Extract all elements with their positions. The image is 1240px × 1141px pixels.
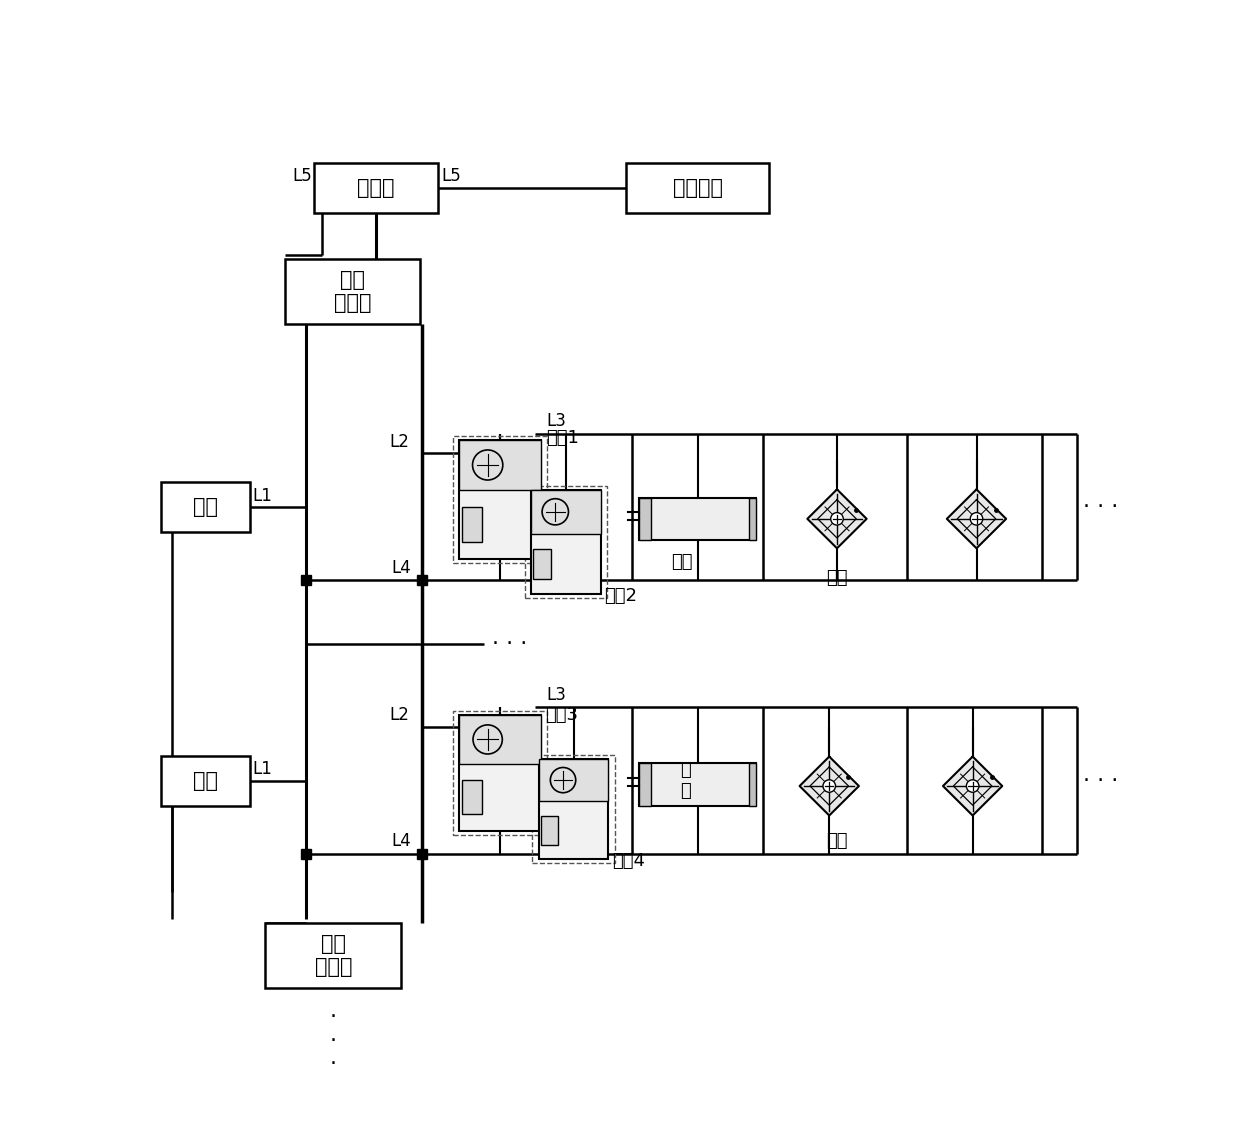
Text: L5: L5 [441,168,461,186]
Text: 外机3: 外机3 [544,706,578,725]
Text: 外机1: 外机1 [547,429,579,447]
Bar [314,163,438,212]
Text: L1: L1 [252,487,272,505]
Bar [285,259,420,324]
Circle shape [831,512,843,525]
Circle shape [823,779,836,792]
Bar [640,763,651,806]
Bar [532,755,615,863]
Text: L3: L3 [547,686,567,704]
Text: L2: L2 [389,706,409,725]
Text: L3: L3 [547,412,567,430]
Text: L4: L4 [392,832,412,850]
Bar [459,440,541,559]
Polygon shape [947,489,1006,549]
Bar [749,497,755,540]
Text: 计费
控制器: 计费 控制器 [315,933,352,977]
Polygon shape [807,489,867,549]
Bar [161,755,250,806]
Bar [538,759,609,859]
Text: L5: L5 [293,168,312,186]
Bar [640,497,651,540]
Text: · · ·: · · · [1084,770,1118,791]
Bar [459,440,541,489]
Bar [640,763,755,806]
Polygon shape [942,756,1002,816]
Bar [749,763,755,806]
Bar [525,486,606,598]
Bar [626,163,769,212]
Bar [453,711,547,834]
Text: 服务器: 服务器 [357,178,394,197]
Text: · · ·: · · · [492,634,527,654]
Text: · · ·: · · · [1084,497,1118,517]
Text: 用户终端: 用户终端 [672,178,723,197]
Bar [459,715,541,763]
Text: L2: L2 [389,434,409,451]
Text: ·
·
·: · · · [330,1008,337,1074]
Text: 内机: 内机 [826,832,848,850]
Bar [541,816,558,844]
Text: 内机: 内机 [671,553,693,572]
Text: 外机2: 外机2 [605,586,637,605]
Bar [161,483,250,533]
Bar [531,489,600,594]
Bar [533,549,551,578]
Text: 内
机: 内 机 [681,761,691,800]
Bar [459,715,541,831]
Bar [265,923,401,988]
Text: L1: L1 [252,760,272,778]
Bar [531,489,600,534]
Text: 内机: 内机 [826,569,848,586]
Bar [640,497,755,540]
Bar [453,436,547,564]
Bar [461,508,482,542]
Circle shape [970,512,983,525]
Text: L4: L4 [392,559,412,576]
Bar [461,780,482,814]
Polygon shape [800,756,859,816]
Circle shape [966,779,978,792]
Text: 电表: 电表 [193,770,218,791]
Text: 电表: 电表 [193,497,218,517]
Bar [538,759,609,801]
Text: 外机4: 外机4 [613,852,645,871]
Text: 计费
控制器: 计费 控制器 [334,270,371,314]
